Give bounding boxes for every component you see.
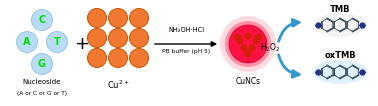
Circle shape [31, 54, 53, 75]
Circle shape [130, 8, 149, 27]
Circle shape [220, 16, 276, 72]
Circle shape [46, 31, 68, 52]
Circle shape [234, 33, 240, 40]
Circle shape [108, 49, 127, 68]
Circle shape [108, 29, 127, 47]
Text: (A or C or G or T): (A or C or G or T) [17, 91, 67, 96]
Circle shape [130, 29, 149, 47]
Text: G: G [38, 59, 46, 69]
Text: PB buffer (pH 5): PB buffer (pH 5) [162, 50, 210, 54]
Circle shape [108, 8, 127, 27]
Ellipse shape [313, 13, 367, 37]
Text: NH₂OH·HCl: NH₂OH·HCl [168, 27, 204, 33]
Text: A: A [23, 37, 31, 47]
Circle shape [245, 50, 251, 57]
Text: Nucleoside: Nucleoside [23, 79, 61, 85]
Circle shape [87, 49, 107, 68]
Circle shape [31, 10, 53, 31]
Circle shape [237, 38, 243, 45]
Circle shape [229, 25, 267, 63]
Circle shape [17, 31, 37, 52]
Circle shape [130, 49, 149, 68]
Circle shape [87, 29, 107, 47]
Text: $\mathrm{H_2O_2}$: $\mathrm{H_2O_2}$ [260, 42, 280, 54]
Circle shape [87, 8, 107, 27]
Circle shape [248, 45, 256, 52]
Text: oxTMB: oxTMB [324, 52, 356, 61]
Text: T: T [54, 37, 60, 47]
Text: +: + [74, 35, 90, 53]
Text: TMB: TMB [330, 4, 350, 13]
Circle shape [225, 21, 271, 67]
Ellipse shape [313, 60, 367, 84]
Circle shape [240, 45, 248, 52]
Text: $\mathrm{Cu^{2+}}$: $\mathrm{Cu^{2+}}$ [107, 79, 129, 91]
Circle shape [256, 33, 262, 40]
Circle shape [253, 38, 260, 45]
Text: CuNCs: CuNCs [235, 77, 260, 86]
Circle shape [245, 33, 251, 40]
Circle shape [229, 25, 267, 63]
Text: C: C [39, 15, 46, 25]
